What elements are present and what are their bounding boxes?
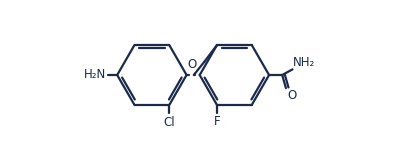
Text: O: O: [187, 58, 196, 71]
Text: NH₂: NH₂: [293, 56, 315, 69]
Text: O: O: [288, 89, 297, 102]
Text: Cl: Cl: [163, 116, 175, 129]
Text: F: F: [214, 115, 220, 128]
Text: H₂N: H₂N: [84, 69, 106, 81]
